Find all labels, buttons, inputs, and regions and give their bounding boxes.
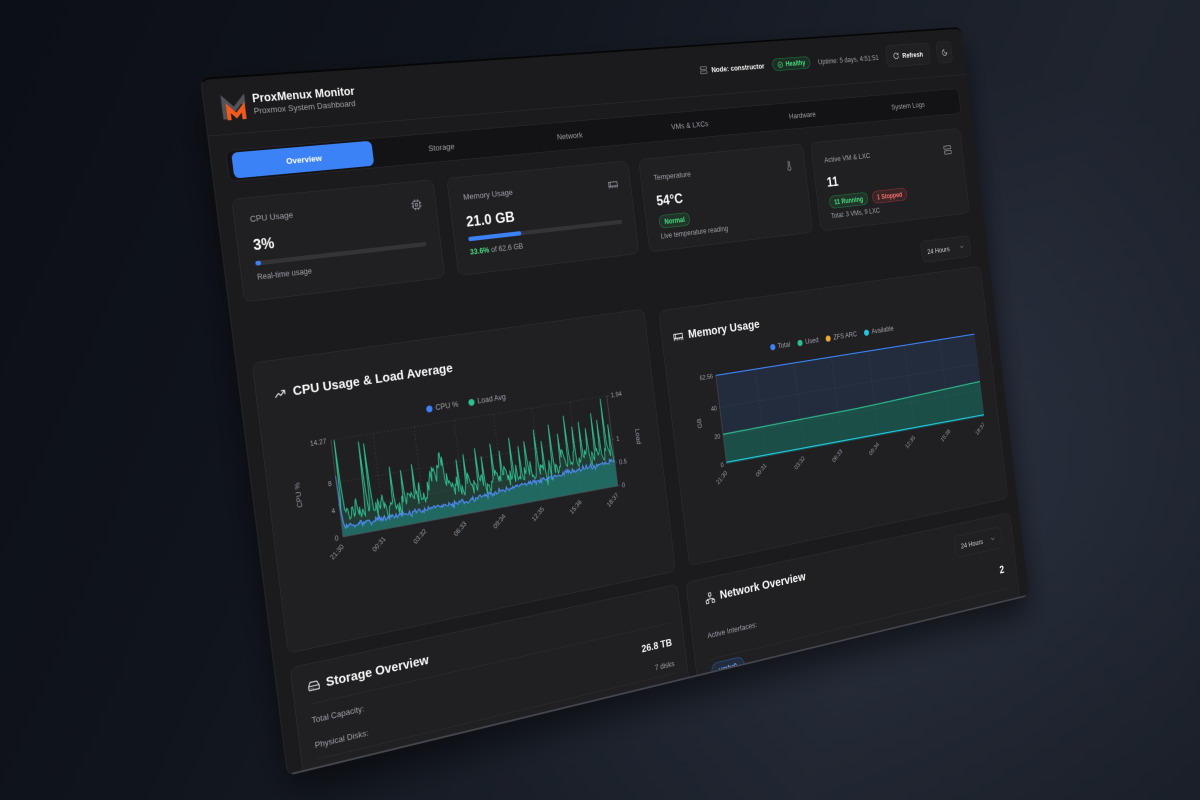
svg-text:0.5: 0.5: [619, 457, 628, 466]
svg-text:00:31: 00:31: [754, 462, 768, 479]
svg-text:CPU %: CPU %: [293, 482, 304, 509]
svg-text:62.56: 62.56: [699, 372, 713, 382]
svg-text:09:34: 09:34: [868, 441, 881, 457]
svg-text:1.94: 1.94: [610, 390, 622, 400]
svg-text:4: 4: [331, 506, 336, 515]
svg-text:20: 20: [714, 432, 721, 441]
svg-text:0: 0: [621, 481, 625, 490]
svg-text:12:35: 12:35: [530, 505, 546, 523]
svg-text:12:35: 12:35: [904, 434, 917, 450]
svg-text:40: 40: [710, 404, 717, 413]
svg-text:15:36: 15:36: [568, 498, 583, 516]
svg-text:06:33: 06:33: [452, 519, 468, 537]
svg-text:0: 0: [720, 461, 724, 469]
svg-text:14.27: 14.27: [309, 437, 326, 448]
svg-text:0: 0: [334, 534, 339, 543]
svg-text:8: 8: [327, 479, 332, 488]
svg-text:06:33: 06:33: [831, 447, 844, 463]
svg-text:03:32: 03:32: [412, 527, 429, 546]
svg-text:1: 1: [616, 434, 620, 443]
svg-text:18:37: 18:37: [974, 421, 986, 437]
svg-text:00:31: 00:31: [370, 535, 387, 554]
svg-text:GB: GB: [696, 418, 704, 429]
svg-text:21:30: 21:30: [328, 542, 345, 561]
svg-text:15:36: 15:36: [939, 427, 951, 443]
svg-text:21:30: 21:30: [715, 469, 729, 486]
svg-text:18:37: 18:37: [605, 491, 620, 509]
svg-text:Load: Load: [634, 428, 643, 445]
svg-text:03:32: 03:32: [793, 454, 806, 471]
svg-text:09:34: 09:34: [491, 512, 507, 530]
